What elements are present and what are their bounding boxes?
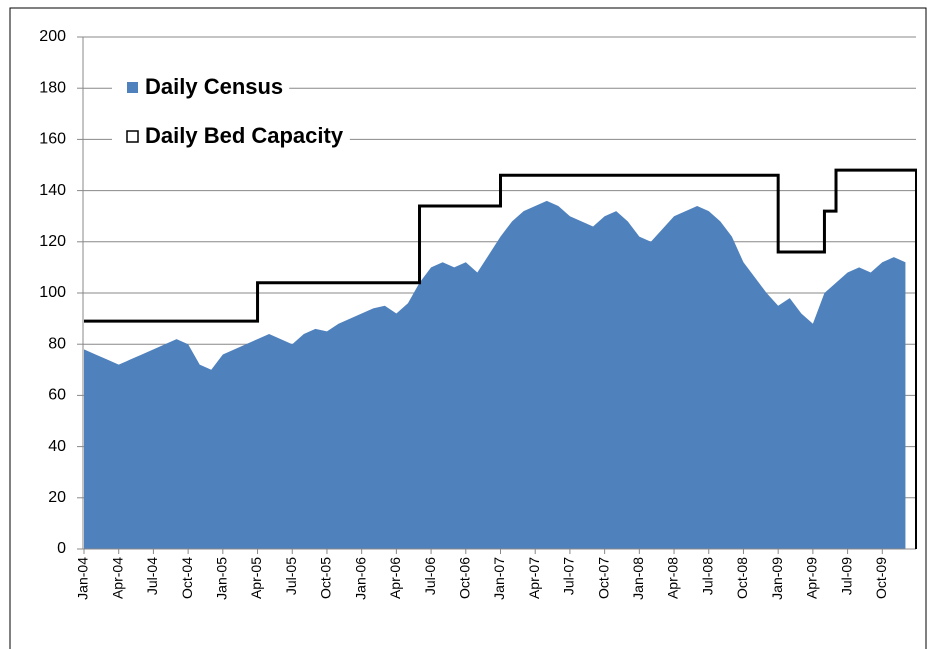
x-tick-label: Jan-08 <box>630 557 646 600</box>
census-area <box>84 200 906 549</box>
x-tick-label: Jan-06 <box>352 557 368 600</box>
x-tick-label: Apr-08 <box>665 557 681 599</box>
x-tick-label: Jul-06 <box>422 557 438 595</box>
y-tick-label: 160 <box>39 131 66 148</box>
y-tick-label: 40 <box>48 438 66 455</box>
y-tick-label: 0 <box>57 540 66 557</box>
legend-bg <box>112 119 350 155</box>
y-tick-label: 180 <box>39 79 66 96</box>
x-tick-label: Jan-09 <box>769 557 785 600</box>
x-tick-label: Oct-08 <box>734 557 750 599</box>
x-tick-label: Apr-04 <box>109 557 125 599</box>
legend-bg <box>112 70 290 106</box>
x-tick-label: Jan-04 <box>75 557 91 600</box>
x-tick-label: Jul-04 <box>144 557 160 595</box>
chart-frame <box>9 7 927 649</box>
x-tick-label: Apr-09 <box>804 557 820 599</box>
capacity-line <box>84 168 917 323</box>
y-tick-label: 140 <box>39 182 66 199</box>
y-tick-label: 200 <box>39 28 66 45</box>
x-tick-label: Jul-05 <box>283 557 299 595</box>
legend-swatch <box>126 130 139 143</box>
x-tick-label: Jul-07 <box>561 557 577 595</box>
x-tick-label: Jul-09 <box>838 557 854 595</box>
legend-item: Daily Census <box>112 70 290 106</box>
x-tick-label: Apr-07 <box>526 557 542 599</box>
x-tick-label: Jan-05 <box>214 557 230 600</box>
legend-swatch <box>127 82 138 93</box>
legend-label: Daily Census <box>145 74 283 99</box>
legend-item: Daily Bed Capacity <box>112 119 350 155</box>
x-tick-label: Oct-06 <box>456 557 472 599</box>
x-tick-label: Oct-07 <box>595 557 611 599</box>
x-tick-label: Apr-05 <box>248 557 264 599</box>
legend-label: Daily Bed Capacity <box>145 123 344 148</box>
y-tick-label: 20 <box>48 489 66 506</box>
x-tick-label: Apr-06 <box>387 557 403 599</box>
x-tick-label: Oct-04 <box>179 557 195 599</box>
y-tick-label: 60 <box>48 387 66 404</box>
y-tick-label: 100 <box>39 284 66 301</box>
y-tick-label: 80 <box>48 335 66 352</box>
x-tick-label: Jan-07 <box>491 557 507 600</box>
x-tick-label: Oct-05 <box>318 557 334 599</box>
y-tick-label: 120 <box>39 233 66 250</box>
x-tick-label: Oct-09 <box>873 557 889 599</box>
x-tick-label: Jul-08 <box>699 557 715 595</box>
